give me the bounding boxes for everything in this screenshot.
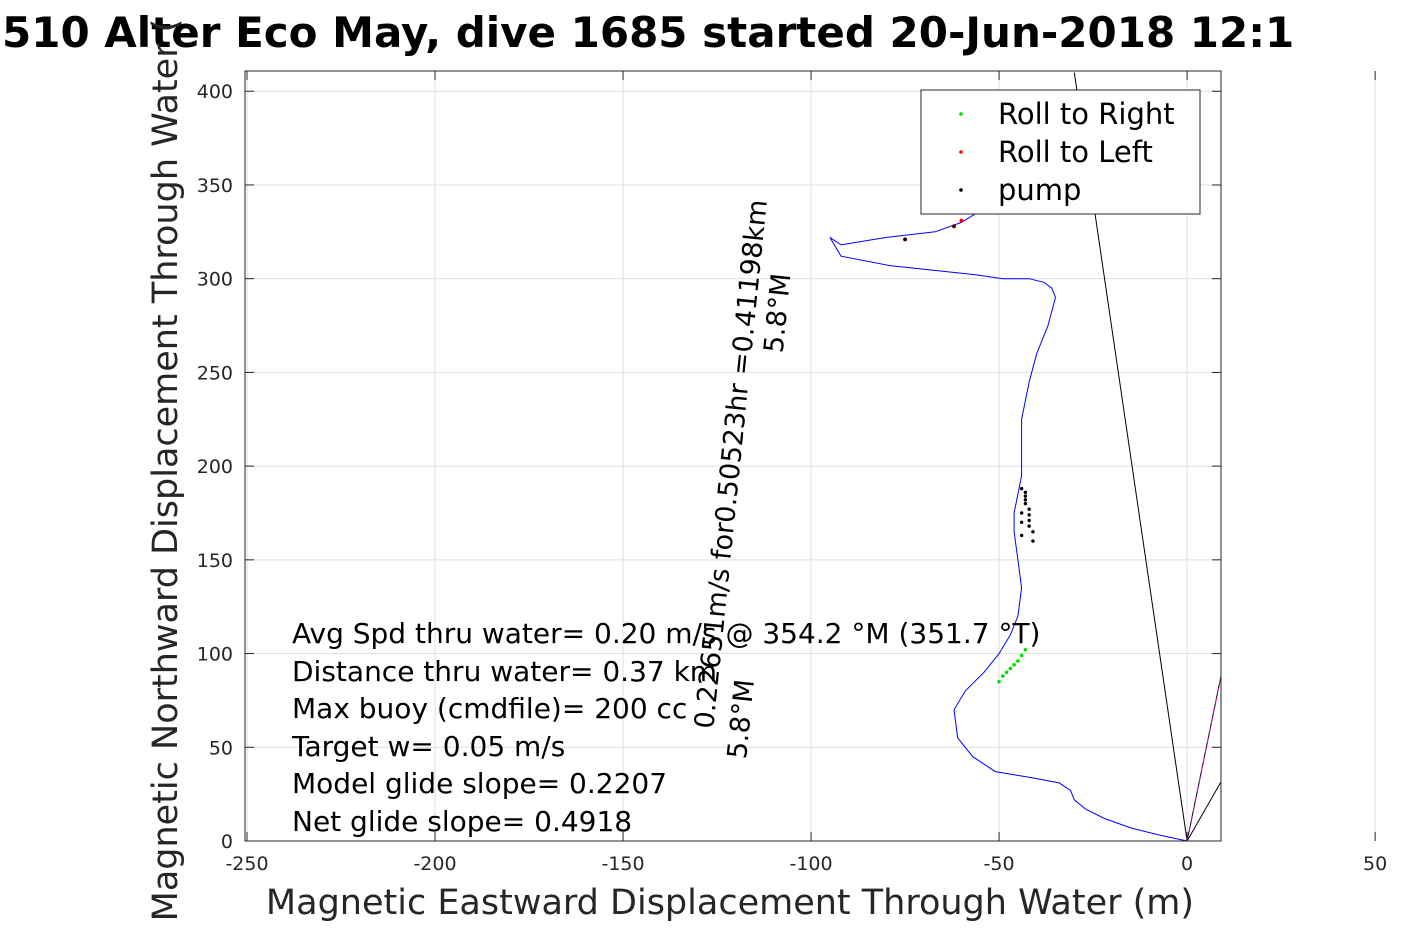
legend-roll-left-marker [959,150,963,154]
y-tick-label: 0 [221,831,233,853]
line-to-legend [1186,780,1221,841]
pump-point [1031,530,1035,534]
target-w-text: Target w= 0.05 m/s [291,730,565,763]
model-glide-slope-text: Model glide slope= 0.2207 [292,767,667,800]
net-glide-slope-text: Net glide slope= 0.4918 [292,805,632,838]
pump-point [1023,494,1028,498]
y-tick-label: 400 [197,81,233,103]
legend-roll-right-label: Roll to Right [998,97,1175,131]
pump-point [1019,511,1024,515]
dive-track [829,160,1188,841]
distance-text: Distance thru water= 0.37 km [292,655,717,688]
chart-title: 510 Alter Eco May, dive 1685 started 20-… [2,8,1294,57]
x-tick-label: 50 [1363,853,1387,875]
pump-point [1019,486,1024,491]
y-tick-label: 100 [197,644,233,666]
plot-area-border [244,70,1222,842]
legend-item-roll-left: Roll to Left [959,135,1153,169]
pump-point [1027,513,1031,517]
y-tick-label: 350 [197,175,233,197]
roll-right-point [1001,674,1005,678]
pump-point [903,237,907,242]
roll-right-point [1008,666,1013,671]
pump-point [1023,498,1028,502]
y-tick-label: 150 [197,550,233,572]
roll-right-point [1019,653,1024,658]
y-tick-label: 250 [197,362,233,384]
y-tick-label: 50 [209,737,233,759]
legend: Roll to Right Roll to Left pump [920,89,1201,215]
pump-point [1031,539,1035,543]
x-tick-label: -150 [601,853,644,875]
pump-point [1019,520,1024,525]
y-axis-label: Magnetic Northward Displacement Through … [146,19,186,922]
pump-point [1019,533,1024,538]
dive-stats-annotations: Avg Spd thru water= 0.20 m/s @ 354.2 °M … [291,617,1040,838]
x-axis-label: Magnetic Eastward Displacement Through W… [266,883,1194,923]
pump-point [1023,501,1028,506]
pump-point [952,224,956,228]
legend-roll-left-label: Roll to Left [998,135,1153,169]
roll-right-point [1023,648,1028,652]
x-tick-label: -50 [984,853,1015,875]
axis-ticks: -250-200-150-100-50050100150200250050100… [197,71,1387,875]
legend-pump-label: pump [998,173,1081,207]
legend-pump-marker [959,188,963,192]
pump-point [1027,518,1031,523]
y-tick-label: 300 [197,269,233,291]
roll-right-point [1012,663,1016,667]
track-line [829,160,1188,841]
y-tick-label: 200 [197,456,233,478]
max-buoy-text: Max buoy (cmdfile)= 200 cc [292,692,687,725]
roll-left-point [959,218,964,223]
avg-speed-text: Avg Spd thru water= 0.20 m/s @ 354.2 °M … [292,617,1040,650]
x-tick-label: -100 [789,853,832,875]
pump-point [1027,524,1031,528]
legend-box [920,89,1201,215]
x-tick-label: 0 [1181,853,1193,875]
line-heading-magenta [1186,673,1221,841]
roll-right-point [1016,659,1020,663]
legend-item-pump: pump [959,173,1081,207]
pump-point [1023,490,1028,495]
x-tick-label: -250 [225,853,268,875]
x-tick-label: -200 [413,853,456,875]
pump-point [1027,507,1031,511]
roll-right-point [997,679,1001,684]
legend-item-roll-right: Roll to Right [959,97,1175,131]
legend-roll-right-marker [959,112,963,116]
roll-right-point [1004,670,1009,675]
